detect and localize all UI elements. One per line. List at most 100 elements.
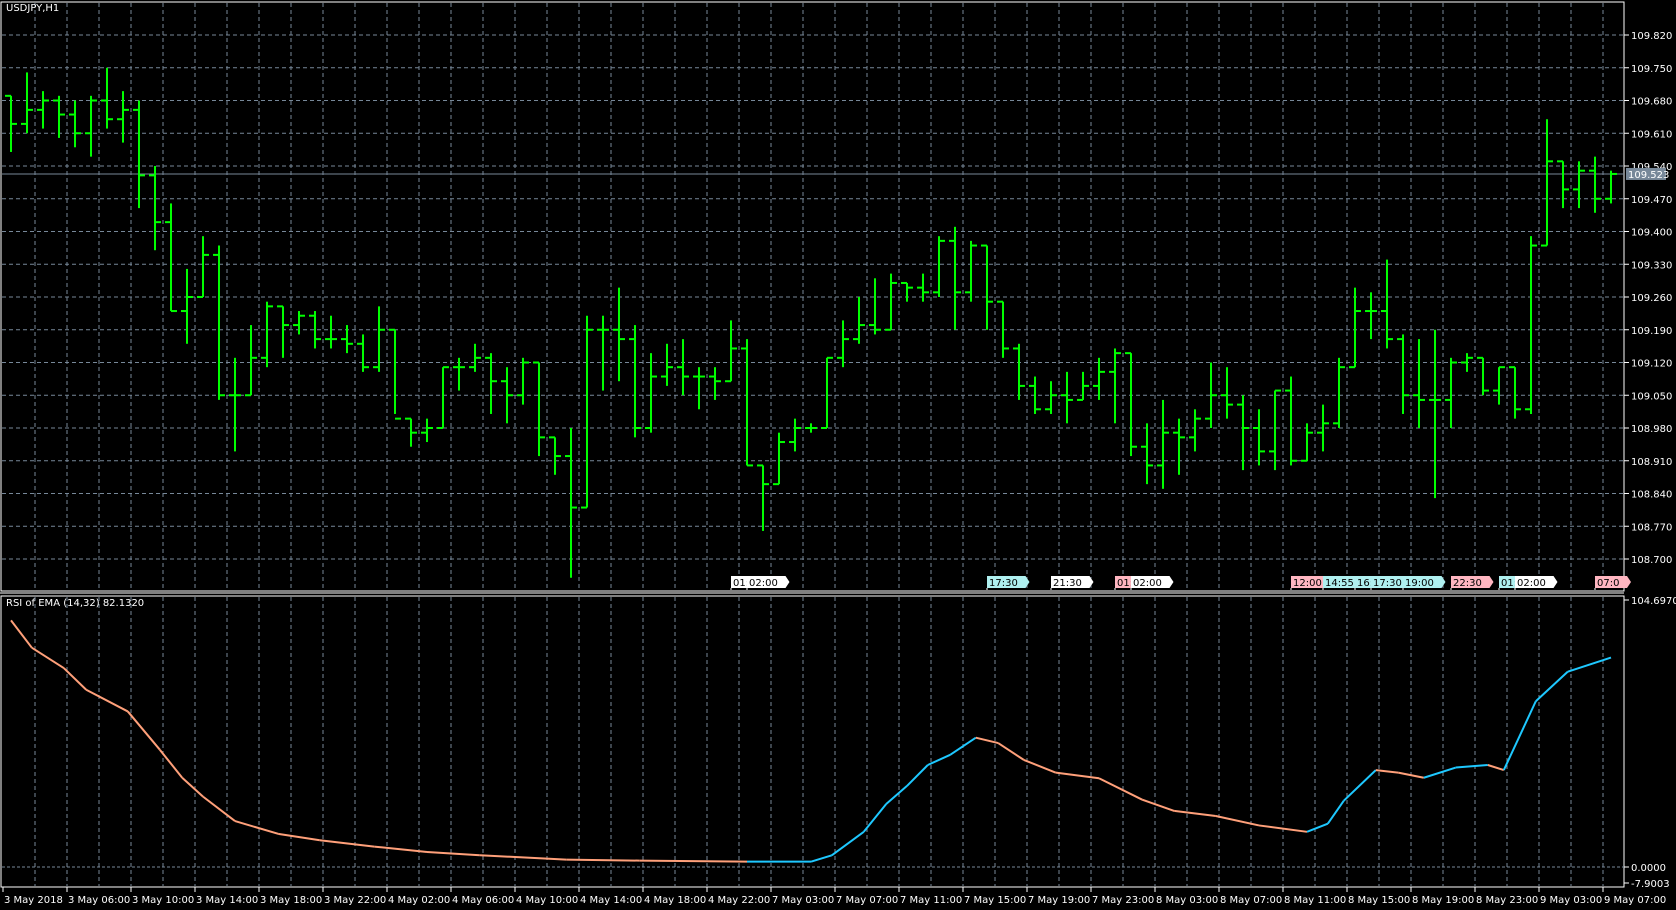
rsi-line-segment (479, 854, 567, 861)
price-label: 109.610 (1631, 129, 1672, 140)
ohlc-bar (837, 320, 849, 368)
event-flag (1131, 576, 1174, 588)
ohlc-bar (133, 100, 145, 209)
ohlc-bar (1509, 366, 1521, 419)
time-label: 3 May 06:00 (68, 895, 130, 906)
time-label: 7 May 19:00 (1028, 895, 1090, 906)
event-label: 01: (1501, 578, 1517, 589)
time-label: 8 May 19:00 (1412, 895, 1474, 906)
event-flag (1403, 576, 1446, 588)
ohlc-bar (1045, 381, 1057, 414)
event-label: 01: (733, 578, 749, 589)
ohlc-bar (901, 281, 913, 302)
price-label: 108.700 (1631, 555, 1672, 566)
ohlc-bar (789, 418, 801, 452)
indicator-axis-label: 104.6970 (1631, 596, 1676, 607)
ohlc-bar (149, 166, 161, 251)
time-label: 3 May 14:00 (196, 895, 258, 906)
rsi-line-segment (863, 803, 887, 833)
price-label: 109.680 (1631, 97, 1672, 108)
ohlc-bar (117, 91, 129, 143)
event-label: 07:0 (1597, 578, 1619, 589)
ohlc-bar (357, 334, 369, 372)
rsi-line-segment (1306, 822, 1329, 833)
ohlc-bar (629, 325, 641, 438)
ohlc-bar (261, 301, 273, 368)
rsi-line-segment (810, 854, 833, 863)
ohlc-bar (1141, 423, 1153, 485)
event-label: 02:00 (1517, 578, 1546, 589)
ohlc-bar (1381, 259, 1393, 349)
rsi-line-segment (831, 831, 865, 857)
ohlc-bar (1429, 329, 1441, 499)
indicator-axis-label: 0.0000 (1631, 863, 1666, 874)
event-marker: 21:30 (1050, 576, 1094, 590)
ohlc-bar (885, 273, 897, 331)
event-marker: 12:00 (1290, 576, 1334, 590)
ohlc-bar (821, 356, 833, 429)
ohlc-bar (245, 325, 257, 397)
indicator-pane-frame (0, 595, 1625, 888)
rsi-line-segment (1343, 769, 1377, 802)
ohlc-bar (933, 236, 945, 297)
ohlc-bar (1461, 353, 1473, 372)
rsi-line-segment (10, 619, 33, 649)
ohlc-bar (549, 436, 561, 475)
event-flag (1451, 576, 1494, 588)
ohlc-bar (485, 353, 497, 414)
time-label: 3 May 10:00 (132, 895, 194, 906)
ohlc-bar (1317, 404, 1329, 452)
rsi-line-segment (1174, 809, 1216, 817)
price-label: 108.840 (1631, 490, 1672, 501)
rsi-line-segment (1423, 766, 1457, 779)
ohlc-bar (389, 328, 401, 420)
time-label: 3 May 18:00 (260, 895, 322, 906)
time-label: 4 May 02:00 (388, 895, 450, 906)
time-label: 4 May 14:00 (580, 895, 642, 906)
ohlc-bar (1013, 343, 1025, 400)
event-marker: 19:00 (1402, 576, 1446, 590)
time-label: 4 May 22:00 (708, 895, 770, 906)
event-label: 02:00 (749, 578, 778, 589)
ohlc-bar (373, 306, 385, 372)
ohlc-bar (917, 273, 929, 302)
indicator-axis-label: -7.9003 (1631, 879, 1670, 890)
price-label: 109.260 (1631, 293, 1672, 304)
rsi-line-segment (1398, 771, 1424, 779)
ohlc-bar (1253, 409, 1265, 466)
time-label: 8 May 23:00 (1476, 895, 1538, 906)
ohlc-bar (597, 315, 609, 391)
event-marker: 02:00 (1514, 576, 1558, 590)
rsi-line-segment (997, 742, 1025, 761)
event-flag (1291, 576, 1334, 588)
rsi-line-segment (1487, 764, 1505, 772)
price-label: 109.820 (1631, 31, 1672, 42)
time-label: 9 May 03:00 (1540, 895, 1602, 906)
rsi-line-segment (566, 858, 640, 862)
time-label: 3 May 22:00 (324, 895, 386, 906)
ohlc-bar (661, 343, 673, 386)
ohlc-bar (165, 203, 177, 313)
ohlc-bar (1157, 399, 1169, 489)
ohlc-bar (293, 311, 305, 335)
event-marker: 14:55 (1322, 576, 1366, 590)
time-label: 7 May 03:00 (772, 895, 834, 906)
time-label: 4 May 06:00 (452, 895, 514, 906)
event-marker: 17:30 (1370, 576, 1414, 590)
event-label: 21:30 (1053, 578, 1082, 589)
ohlc-bar (197, 236, 209, 298)
time-label: 8 May 15:00 (1348, 895, 1410, 906)
ohlc-bar (677, 339, 689, 396)
ohlc-bar (69, 100, 81, 148)
price-label: 108.980 (1631, 424, 1672, 435)
event-flag (1051, 576, 1094, 588)
ohlc-bar (645, 353, 657, 433)
ohlc-bar (1525, 236, 1537, 414)
ohlc-bar (453, 357, 465, 391)
time-label: 8 May 11:00 (1284, 895, 1346, 906)
ohlc-bar (1333, 357, 1345, 428)
ohlc-bar (693, 367, 705, 410)
indicator-title: RSI of EMA (14,32) 82.1320 (6, 598, 145, 609)
time-label: 7 May 07:00 (836, 895, 898, 906)
